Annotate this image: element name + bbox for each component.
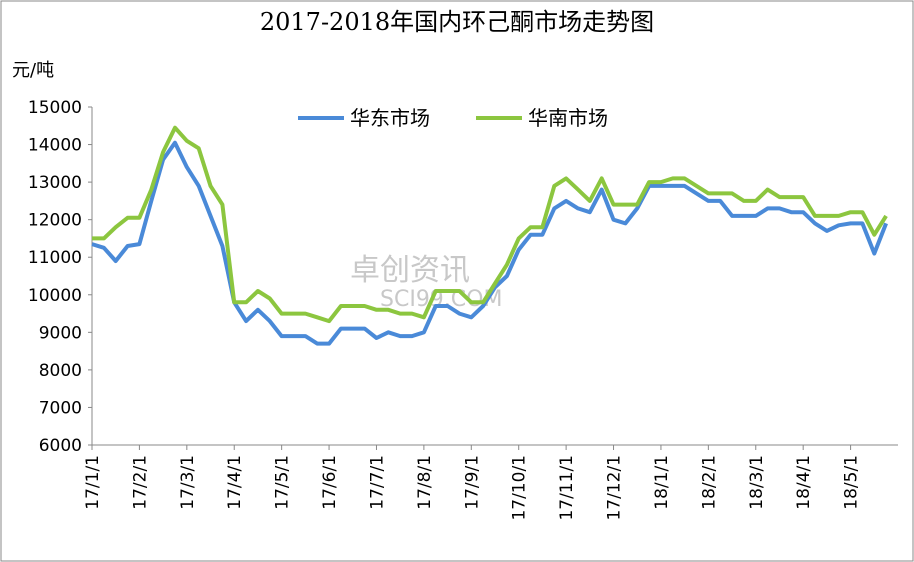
- y-tick-label: 14000: [28, 136, 82, 156]
- y-tick-label: 12000: [28, 211, 82, 231]
- y-axis-label: 元/吨: [12, 60, 54, 81]
- x-tick-label: 17/6/1: [320, 455, 340, 510]
- watermark: 卓创资讯: [350, 253, 470, 288]
- x-tick-label: 17/8/1: [415, 455, 435, 510]
- x-tick-label: 17/9/1: [462, 455, 482, 510]
- y-tick-label: 8000: [39, 361, 82, 381]
- x-tick-label: 17/1/1: [83, 455, 103, 510]
- x-tick-label: 18/2/1: [699, 455, 719, 510]
- x-tick-label: 17/10/1: [510, 455, 530, 521]
- series-line: [91, 140, 888, 346]
- chart-title: 2017-2018年国内环己酮市场走势图: [260, 8, 654, 36]
- x-tick-label: 17/11/1: [557, 455, 577, 521]
- x-tick-label: 18/5/1: [842, 455, 862, 510]
- legend-label: 华南市场: [528, 106, 608, 130]
- x-tick-label: 18/1/1: [652, 455, 672, 510]
- x-tick-label: 17/2/1: [130, 455, 150, 510]
- y-tick-label: 9000: [39, 323, 82, 343]
- y-tick-label: 15000: [28, 98, 82, 118]
- x-tick-label: 17/5/1: [273, 455, 293, 510]
- y-tick-label: 10000: [28, 286, 82, 306]
- x-tick-label: 18/4/1: [794, 455, 814, 510]
- y-tick-label: 13000: [28, 173, 82, 193]
- x-tick-label: 17/4/1: [225, 455, 245, 510]
- y-tick-label: 6000: [39, 436, 82, 456]
- x-tick-label: 17/12/1: [605, 455, 625, 521]
- x-tick-label: 17/7/1: [367, 455, 387, 510]
- x-tick-label: 17/3/1: [178, 455, 198, 510]
- x-tick-label: 18/3/1: [747, 455, 767, 510]
- legend-label: 华东市场: [350, 106, 430, 130]
- series-line: [92, 125, 888, 324]
- y-tick-label: 11000: [28, 248, 82, 268]
- y-tick-label: 7000: [39, 398, 82, 418]
